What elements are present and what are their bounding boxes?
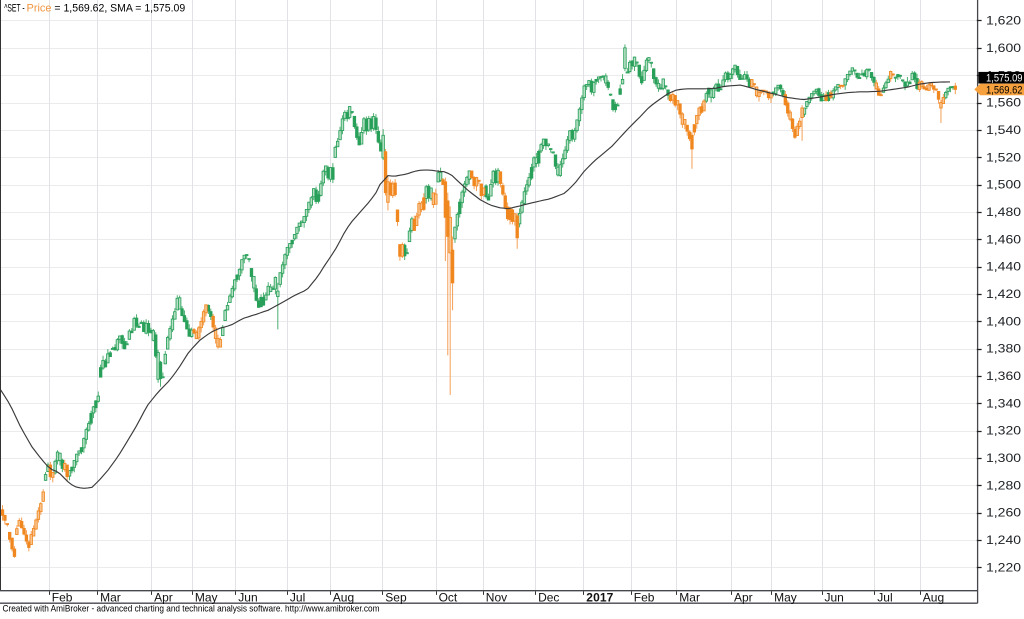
svg-text:Apr: Apr [734,590,753,604]
svg-text:^SET -: ^SET - [4,2,26,14]
svg-text:1,460: 1,460 [986,232,1021,246]
svg-text:1,280: 1,280 [986,478,1021,492]
svg-text:1,560: 1,560 [986,96,1021,110]
svg-text:1,620: 1,620 [986,14,1021,28]
svg-text:1,575.09: 1,575.09 [986,73,1023,85]
svg-text:Jun: Jun [238,590,257,604]
svg-text:1,520: 1,520 [986,150,1021,164]
svg-text:1,240: 1,240 [986,533,1021,547]
svg-text:Jul: Jul [877,590,892,604]
svg-text:1,569.62: 1,569.62 [986,84,1023,96]
svg-text:1,320: 1,320 [986,424,1021,438]
svg-text:1,600: 1,600 [986,41,1021,55]
svg-text:1,480: 1,480 [986,205,1021,219]
svg-text:Feb: Feb [634,590,655,604]
svg-text:= 1,569.62, SMA = 1,575.09: = 1,569.62, SMA = 1,575.09 [52,2,186,14]
svg-text:Price: Price [27,2,52,14]
svg-text:Aug: Aug [923,590,944,604]
svg-text:Jul: Jul [290,590,305,604]
svg-text:Jun: Jun [825,590,844,604]
svg-text:Created with AmiBroker - advan: Created with AmiBroker - advanced charti… [3,604,380,614]
svg-text:Feb: Feb [52,590,73,604]
svg-text:1,500: 1,500 [986,178,1021,192]
svg-text:Oct: Oct [439,590,458,604]
svg-text:1,260: 1,260 [986,506,1021,520]
svg-text:Apr: Apr [154,590,173,604]
svg-text:1,360: 1,360 [986,369,1021,383]
svg-text:1,220: 1,220 [986,560,1021,574]
svg-text:Sep: Sep [385,590,407,604]
svg-text:2017: 2017 [586,590,613,604]
svg-text:1,340: 1,340 [986,396,1021,410]
svg-text:Nov: Nov [486,590,507,604]
svg-text:1,380: 1,380 [986,342,1021,356]
svg-text:Mar: Mar [679,590,700,604]
svg-text:1,440: 1,440 [986,260,1021,274]
svg-text:May: May [195,590,218,604]
svg-text:1,420: 1,420 [986,287,1021,301]
svg-text:1,540: 1,540 [986,123,1021,137]
svg-text:Mar: Mar [100,590,121,604]
svg-text:1,300: 1,300 [986,451,1021,465]
svg-text:Aug: Aug [333,590,354,604]
svg-text:Dec: Dec [538,590,559,604]
svg-text:May: May [774,590,797,604]
svg-text:1,400: 1,400 [986,314,1021,328]
